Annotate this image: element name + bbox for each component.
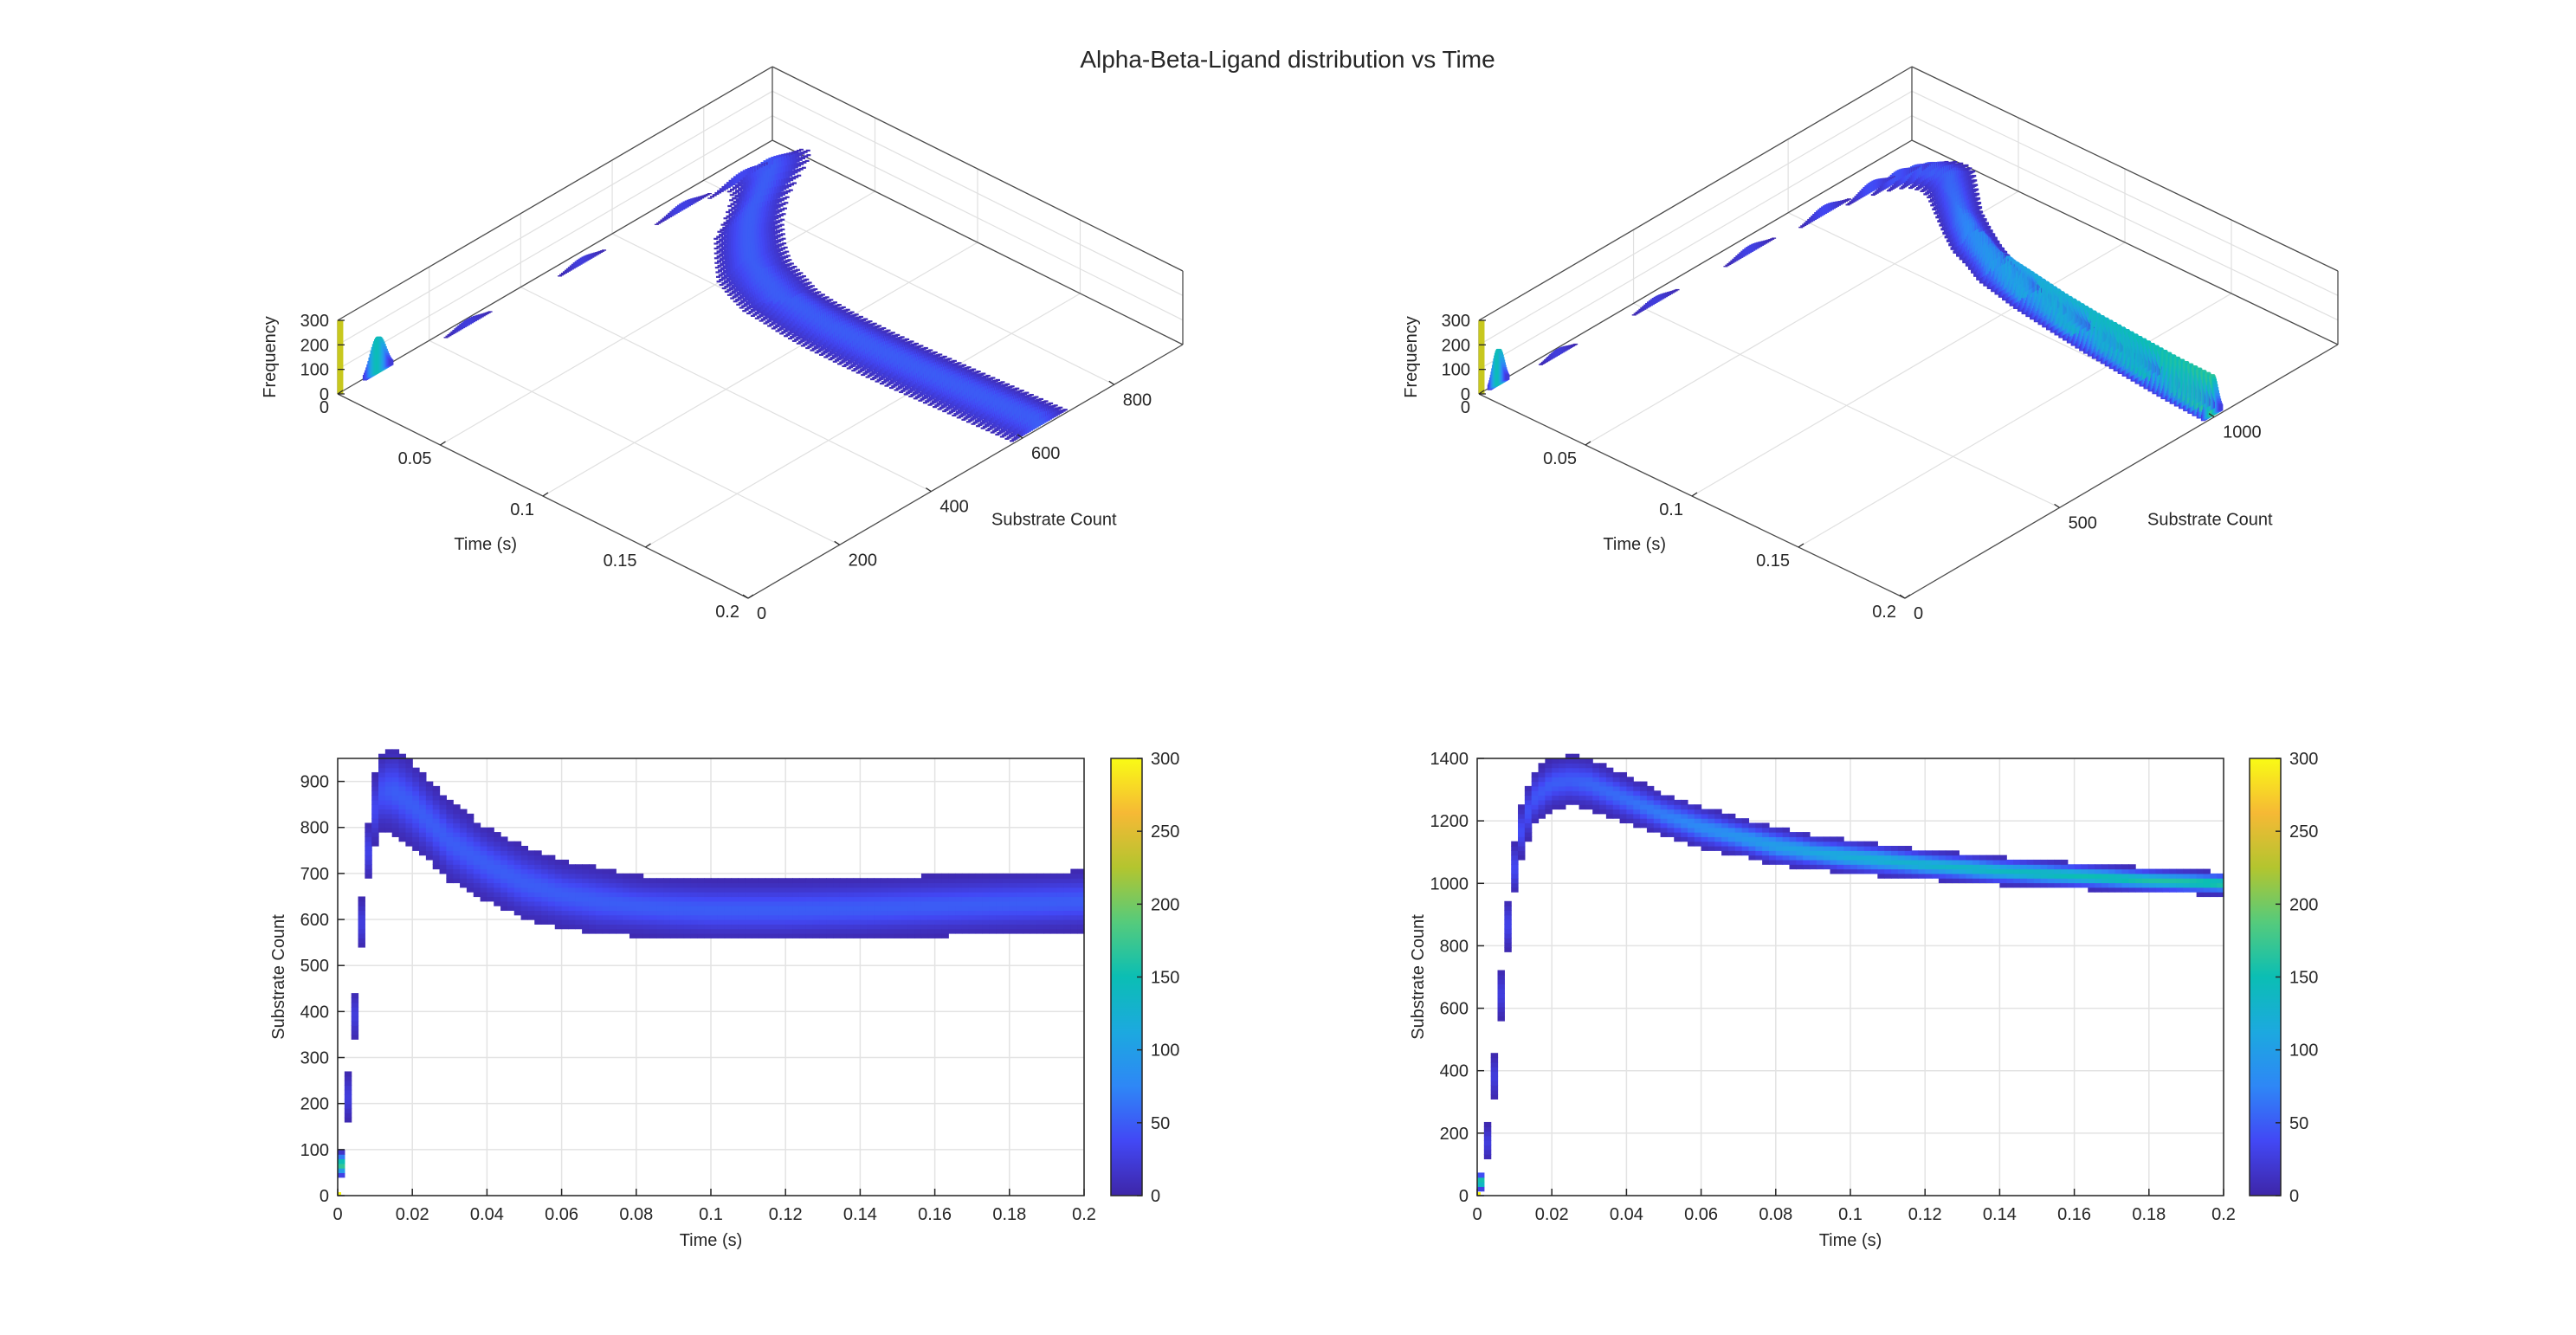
wall-grid-line — [337, 90, 773, 345]
box-edge — [1911, 66, 2339, 272]
x-tick-label: 0.2 — [715, 603, 739, 622]
floor-grid-line — [1633, 302, 2060, 508]
box-edge — [772, 139, 1184, 345]
box-edge — [1478, 139, 1913, 395]
x-axis-label: Time (s) — [454, 535, 517, 554]
wall-grid-line — [337, 115, 773, 371]
y-tick — [1017, 434, 1023, 439]
z-tick-label: 200 — [300, 336, 329, 355]
x-tick — [337, 390, 344, 395]
x-tick-label: 0.1 — [510, 500, 534, 519]
wall-grid-line — [1911, 115, 2339, 321]
wall-grid-line — [772, 115, 1184, 321]
box-edge — [772, 66, 1184, 272]
floor-grid-line — [429, 339, 840, 545]
floor-grid-line — [1691, 242, 2126, 497]
x-tick — [542, 492, 549, 497]
z-axis-label: Frequency — [261, 316, 280, 398]
z-tick-label: 0 — [320, 385, 329, 404]
x-tick — [440, 441, 446, 446]
floor-grid-line — [542, 242, 978, 497]
wall-grid-line — [1911, 90, 2339, 296]
y-axis-label: Substrate Count — [991, 511, 1117, 530]
z-tick-label: 300 — [300, 312, 329, 331]
y-tick — [926, 487, 932, 493]
floor-grid-line — [1798, 293, 2232, 548]
histogram-bars — [1478, 160, 2224, 422]
y-tick — [834, 540, 841, 545]
y-tick-label: 400 — [939, 498, 968, 517]
y-tick-label: 800 — [1123, 390, 1152, 410]
box-edge — [1911, 139, 2339, 345]
box-edge — [337, 66, 773, 321]
x-tick-label: 0 — [320, 398, 329, 417]
x-tick — [645, 543, 651, 548]
wall-grid-line — [772, 90, 1184, 296]
histogram-bars — [337, 148, 1068, 442]
y-tick — [742, 594, 749, 599]
y-tick — [1108, 380, 1115, 385]
floor-grid-line — [645, 293, 1081, 548]
z-tick-label: 100 — [300, 361, 329, 380]
panel-3d-histogram-left: 0 100 200 300 0 0.05 0.1 0.15 0.2 0 200 400 600 800 Ti… — [261, 66, 1184, 623]
x-tick-label: 0.15 — [604, 551, 637, 571]
figure-title: Alpha-Beta-Ligand distribution vs Time — [1080, 46, 1495, 73]
wall-grid-line — [1478, 90, 1913, 345]
floor-grid-line — [520, 287, 932, 493]
box-edge — [1904, 344, 2339, 599]
y-tick-label: 600 — [1031, 444, 1060, 463]
wall-grid-line — [1478, 115, 1913, 371]
floor-grid-line — [440, 190, 875, 446]
box-edge — [1478, 66, 1913, 321]
y-tick-label: 0 — [757, 604, 766, 623]
box-edge — [337, 139, 773, 395]
x-tick-label: 0.05 — [398, 449, 432, 468]
box-edge — [747, 344, 1184, 599]
x-tick — [747, 594, 754, 599]
y-tick-label: 200 — [849, 551, 877, 570]
